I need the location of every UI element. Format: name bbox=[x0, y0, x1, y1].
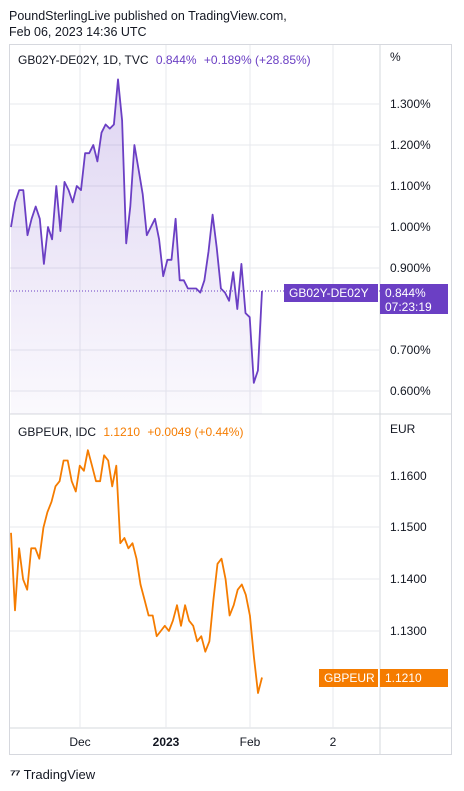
time-tick-label: 2023 bbox=[153, 735, 180, 749]
time-tick-label: Feb bbox=[240, 735, 261, 749]
value-tick-label: 1.1500 bbox=[390, 520, 427, 534]
value-tick-label: 0.900% bbox=[390, 261, 431, 275]
time-tick-label: 2 bbox=[330, 735, 337, 749]
fx-price-badge: 1.1210 bbox=[380, 669, 448, 687]
spread-value: 0.844% bbox=[155, 53, 197, 67]
publisher-line: PoundSterlingLive published on TradingVi… bbox=[9, 9, 287, 23]
value-tick-label: 1.100% bbox=[390, 179, 431, 193]
spread-last-value: 0.844% bbox=[385, 286, 426, 300]
publisher-header: PoundSterlingLive published on TradingVi… bbox=[9, 8, 287, 40]
tradingview-logo-icon: ⁷⁷ bbox=[10, 766, 21, 782]
spread-legend[interactable]: GB02Y-DE02Y, 1D, TVC 0.844% +0.189% (+28… bbox=[18, 53, 311, 67]
value-tick-label: 1.300% bbox=[390, 97, 431, 111]
spread-change: +0.189% (+28.85%) bbox=[203, 53, 311, 67]
fx-series-line bbox=[10, 449, 263, 694]
spread-area-fill bbox=[11, 79, 262, 415]
value-tick-label: 1.1400 bbox=[390, 572, 427, 586]
fx-symbol: GBPEUR, IDC bbox=[18, 425, 97, 439]
spread-series-line bbox=[10, 78, 263, 384]
footer-brand[interactable]: ⁷⁷ TradingView bbox=[10, 766, 95, 782]
time-tick-label: Dec bbox=[69, 735, 90, 749]
value-tick-label: 1.000% bbox=[390, 220, 431, 234]
value-tick-label: 1.1600 bbox=[390, 469, 427, 483]
unit-label: EUR bbox=[390, 422, 416, 436]
unit-label: % bbox=[390, 50, 401, 64]
fx-legend[interactable]: GBPEUR, IDC 1.1210 +0.0049 (+0.44%) bbox=[18, 425, 243, 439]
publish-date: Feb 06, 2023 14:36 UTC bbox=[9, 25, 147, 39]
value-tick-label: 1.1300 bbox=[390, 624, 427, 638]
brand-name: TradingView bbox=[23, 766, 96, 782]
value-tick-label: 1.200% bbox=[390, 138, 431, 152]
fx-change: +0.0049 (+0.44%) bbox=[147, 425, 244, 439]
fx-value: 1.1210 bbox=[103, 425, 141, 439]
spread-symbol: GB02Y-DE02Y, 1D, TVC bbox=[18, 53, 149, 67]
chart-frame[interactable] bbox=[9, 44, 452, 755]
bar-countdown: 07:23:19 bbox=[385, 300, 432, 314]
spread-name-badge: GB02Y-DE02Y bbox=[284, 284, 378, 302]
spread-price-badge: 0.844% 07:23:19 bbox=[380, 284, 448, 314]
value-tick-label: 0.700% bbox=[390, 343, 431, 357]
fx-name-badge: GBPEUR bbox=[319, 669, 378, 687]
value-tick-label: 0.600% bbox=[390, 384, 431, 398]
